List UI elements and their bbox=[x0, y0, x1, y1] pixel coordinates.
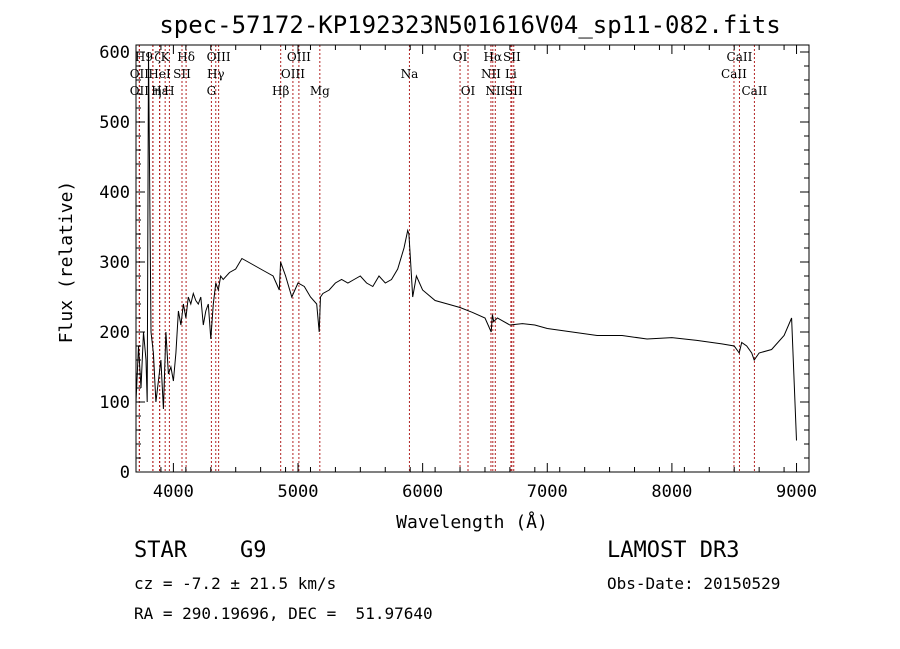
chart-title: spec-57172-KP192323N501616V04_sp11-082.f… bbox=[159, 11, 780, 39]
line-marker-label: η bbox=[154, 84, 161, 98]
x-tick-label: 9000 bbox=[776, 482, 817, 502]
line-marker-label: H bbox=[164, 84, 174, 98]
line-marker-label: OI bbox=[461, 84, 476, 98]
line-marker-label: Hγ bbox=[207, 67, 225, 81]
line-marker-label: CaII bbox=[741, 84, 767, 98]
line-marker-label: NII bbox=[485, 84, 505, 98]
line-marker-label: Na bbox=[401, 67, 419, 81]
line-marker-label: Mg bbox=[310, 84, 330, 98]
spectrum-line bbox=[135, 51, 797, 441]
x-axis-label: Wavelength (Å) bbox=[396, 511, 548, 533]
plot-frame bbox=[135, 44, 810, 473]
line-marker-label: Hδ bbox=[177, 50, 195, 64]
object-class: STAR bbox=[134, 538, 187, 563]
y-tick-label: 600 bbox=[99, 43, 130, 63]
line-marker-label: OIII bbox=[281, 67, 305, 81]
line-marker-label: ζ bbox=[154, 50, 161, 64]
obs-date-text: Obs-Date: 20150529 bbox=[607, 574, 781, 593]
line-marker-label: NII bbox=[481, 67, 501, 81]
line-marker-label: HeI bbox=[148, 67, 171, 81]
line-marker-label: SII bbox=[503, 50, 521, 64]
y-tick-label: 0 bbox=[120, 463, 130, 483]
line-marker-label: SII bbox=[505, 84, 523, 98]
line-marker-label: K bbox=[161, 50, 171, 64]
line-marker-label: OIII bbox=[207, 50, 231, 64]
x-tick-label: 4000 bbox=[153, 482, 194, 502]
subclass: G9 bbox=[240, 538, 267, 563]
line-marker-label: Hα bbox=[484, 50, 503, 64]
redshift-text: cz = -7.2 ± 21.5 km/s bbox=[134, 574, 337, 593]
y-axis-ticks: 0 100 200 300 400 500 600 bbox=[99, 43, 809, 483]
y-tick-label: 500 bbox=[99, 113, 130, 133]
line-marker-label: Hβ bbox=[272, 84, 289, 98]
line-marker-label: OIII bbox=[287, 50, 311, 64]
x-tick-label: 5000 bbox=[278, 482, 319, 502]
line-marker-label: CaII bbox=[721, 67, 747, 81]
line-marker-label: G bbox=[207, 84, 217, 98]
y-tick-label: 100 bbox=[99, 393, 130, 413]
line-marker-label: CaII bbox=[727, 50, 753, 64]
y-tick-label: 300 bbox=[99, 253, 130, 273]
line-markers bbox=[138, 45, 755, 472]
y-tick-label: 400 bbox=[99, 183, 130, 203]
line-marker-label: Hε bbox=[151, 84, 168, 98]
coordinates-text: RA = 290.19696, DEC = 51.97640 bbox=[134, 604, 433, 623]
x-tick-label: 8000 bbox=[651, 482, 692, 502]
line-marker-label: OII bbox=[130, 67, 150, 81]
survey-name: LAMOST DR3 bbox=[607, 538, 740, 563]
x-tick-label: 6000 bbox=[402, 482, 443, 502]
line-marker-label: OII bbox=[130, 84, 150, 98]
line-marker-label: OI bbox=[453, 50, 468, 64]
x-axis-ticks: 4000 5000 6000 7000 8000 9000 bbox=[135, 45, 817, 502]
y-axis-label: Flux (relative) bbox=[56, 181, 77, 344]
line-marker-label: Li bbox=[505, 67, 517, 81]
line-marker-label: SII bbox=[173, 67, 191, 81]
y-tick-label: 200 bbox=[99, 323, 130, 343]
x-tick-label: 7000 bbox=[527, 482, 568, 502]
